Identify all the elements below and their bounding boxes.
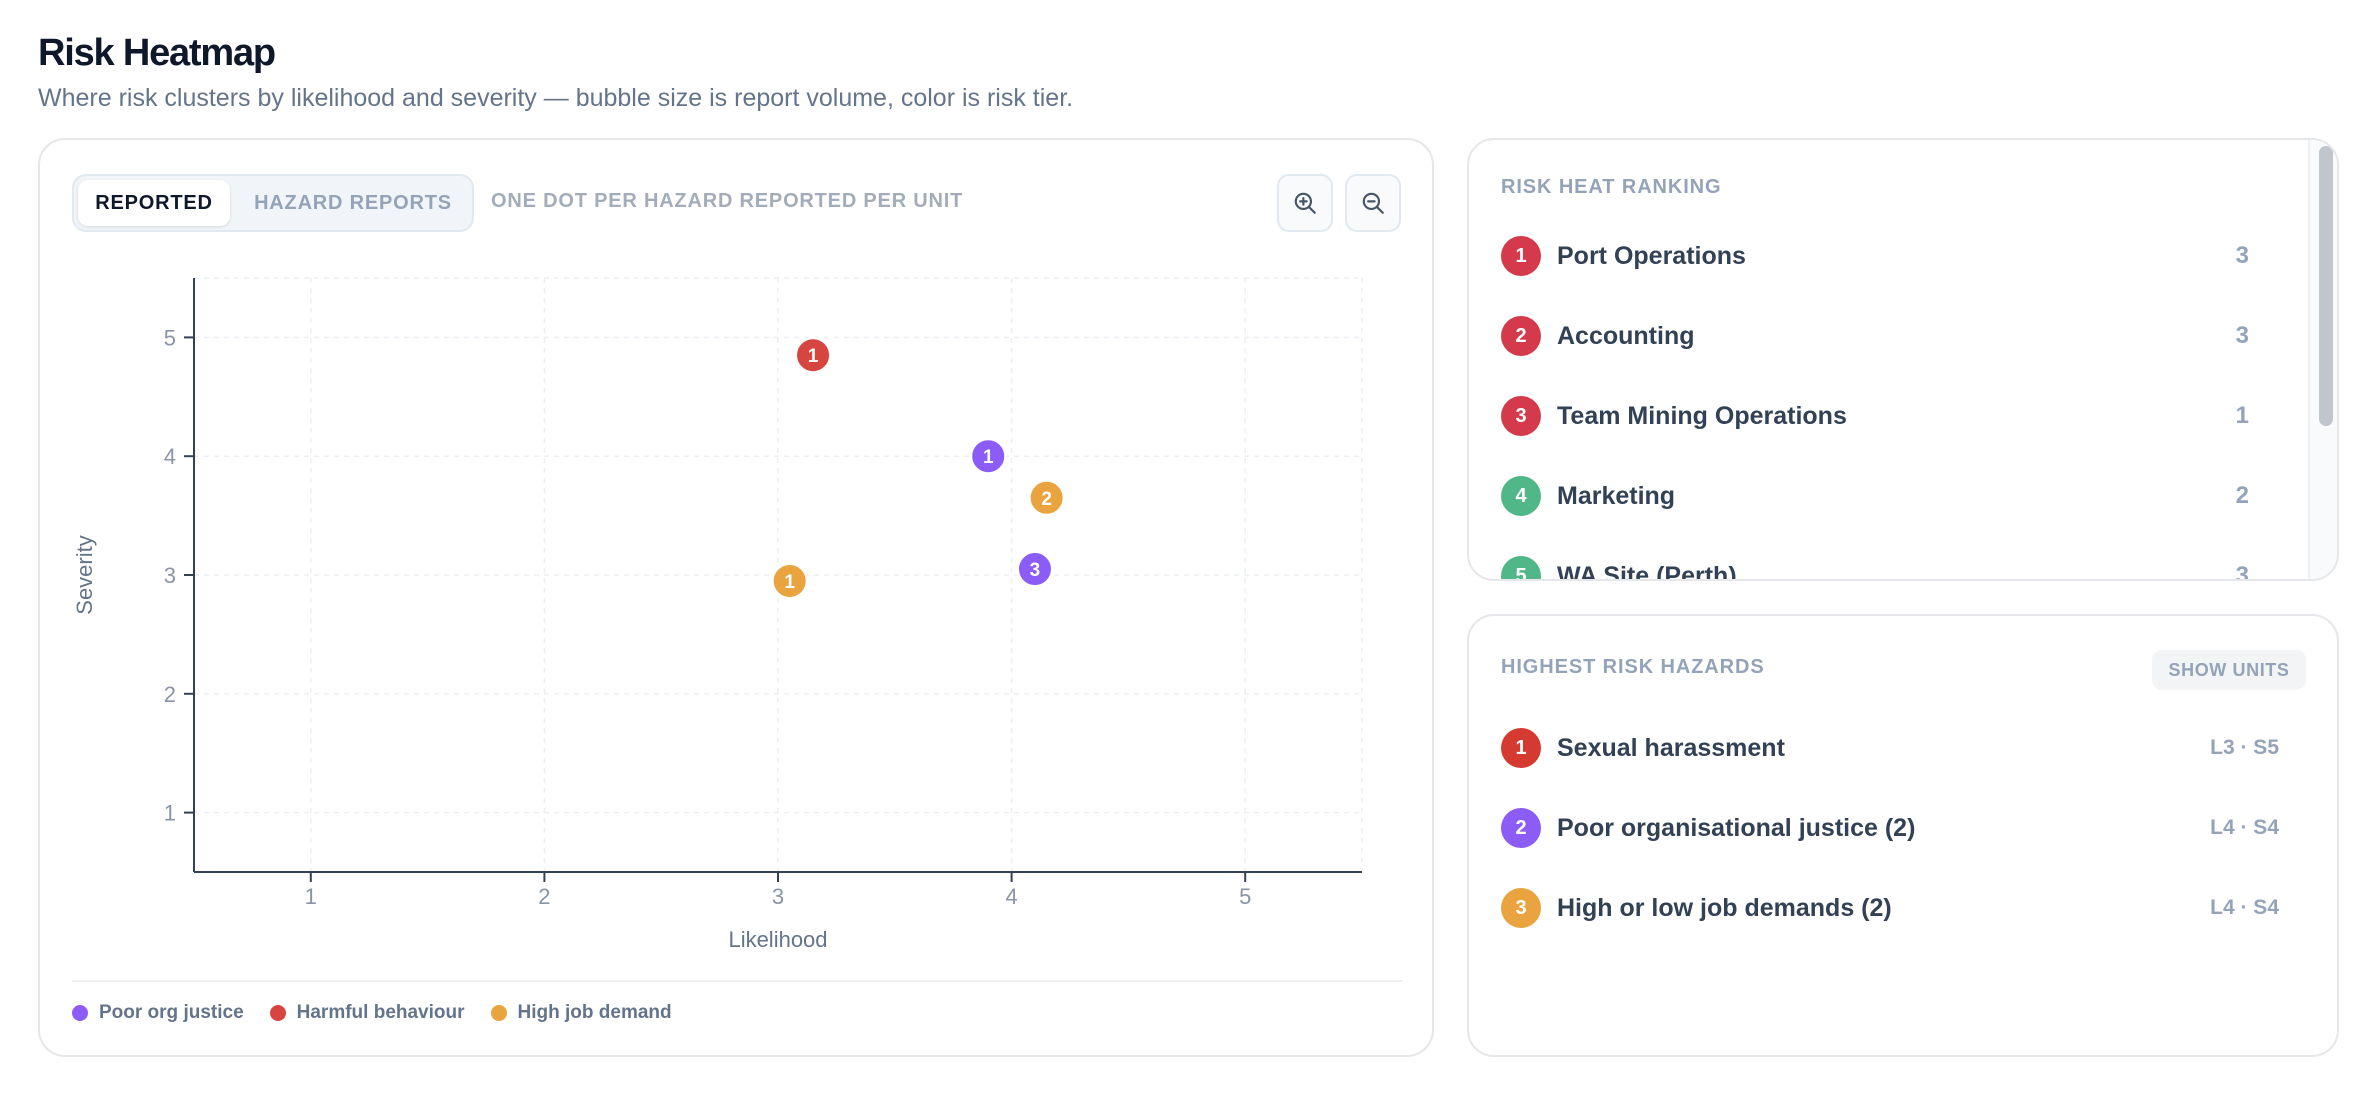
ranking-item[interactable]: 4 Marketing 2 bbox=[1501, 456, 2249, 536]
legend-label: High job demand bbox=[517, 1002, 672, 1023]
tab-hazard-reports[interactable]: HAZARD REPORTS bbox=[254, 192, 452, 214]
zoom-in-icon bbox=[1294, 192, 1316, 214]
x-axis-label: Likelihood bbox=[728, 927, 827, 952]
scatter-chart: 1 2 3 4 5 1 2 3 4 5 Likelihood Severity 1 3 1 2 1 bbox=[72, 277, 1363, 952]
rank-badge: 1 bbox=[1501, 236, 1541, 276]
view-toggle: REPORTED HAZARD REPORTS bbox=[72, 174, 474, 232]
data-point-label: 1 bbox=[808, 346, 819, 367]
data-point-label: 1 bbox=[784, 572, 795, 593]
rank-badge: 2 bbox=[1501, 316, 1541, 356]
y-tick-label: 2 bbox=[164, 682, 176, 707]
hazard-rank-badge: 1 bbox=[1501, 728, 1541, 768]
rank-badge: 3 bbox=[1501, 396, 1541, 436]
show-units-button[interactable]: SHOW UNITS bbox=[2152, 650, 2306, 690]
zoom-out-button[interactable] bbox=[1345, 174, 1401, 232]
ranking-item[interactable]: 1 Port Operations 3 bbox=[1501, 216, 2249, 296]
scrollbar-thumb[interactable] bbox=[2319, 146, 2333, 426]
x-tick-label: 3 bbox=[772, 884, 784, 909]
legend-item-high-job-demand: High job demand bbox=[490, 1002, 672, 1024]
y-tick-label: 4 bbox=[164, 444, 176, 469]
unit-name: Accounting bbox=[1557, 321, 1695, 350]
y-tick-label: 3 bbox=[164, 563, 176, 588]
rank-badge: 5 bbox=[1501, 556, 1541, 579]
page-title: Risk Heatmap bbox=[38, 32, 276, 74]
data-point-label: 1 bbox=[983, 447, 994, 468]
report-count: 1 bbox=[2235, 402, 2249, 429]
unit-name: Port Operations bbox=[1557, 241, 1746, 270]
hazard-score: L4 · S4 bbox=[2210, 896, 2279, 919]
report-count: 2 bbox=[2235, 482, 2249, 509]
data-point-label: 2 bbox=[1041, 489, 1052, 510]
hazard-item[interactable]: 1 Sexual harassment L3 · S5 bbox=[1501, 708, 2279, 788]
hazard-score: L4 · S4 bbox=[2210, 816, 2279, 839]
hazard-name: Sexual harassment bbox=[1557, 733, 1785, 762]
unit-name: Team Mining Operations bbox=[1557, 401, 1847, 430]
legend-dot bbox=[72, 1005, 88, 1021]
y-axis-label: Severity bbox=[72, 535, 97, 614]
rank-badge: 4 bbox=[1501, 476, 1541, 516]
report-count: 3 bbox=[2235, 562, 2249, 581]
x-tick-label: 4 bbox=[1005, 884, 1017, 909]
legend-label: Poor org justice bbox=[99, 1002, 244, 1023]
hazard-score: L3 · S5 bbox=[2210, 736, 2279, 759]
data-point-label: 3 bbox=[1030, 560, 1041, 581]
hazard-item[interactable]: 3 High or low job demands (2) L4 · S4 bbox=[1501, 868, 2279, 948]
page-subtitle: Where risk clusters by likelihood and se… bbox=[38, 84, 1074, 112]
zoom-in-button[interactable] bbox=[1277, 174, 1333, 232]
x-tick-label: 2 bbox=[538, 884, 550, 909]
y-tick-label: 5 bbox=[164, 325, 176, 350]
ranking-item[interactable]: 5 WA Site (Perth) 3 bbox=[1501, 536, 2249, 581]
hazard-rank-badge: 3 bbox=[1501, 888, 1541, 928]
y-tick-label: 1 bbox=[164, 801, 176, 826]
chart-legend: Poor org justice Harmful behaviour High … bbox=[72, 998, 672, 1028]
data-point bbox=[795, 337, 832, 374]
hazards-list: 1 Sexual harassment L3 · S5 2 Poor organ… bbox=[1501, 708, 2279, 948]
data-point bbox=[771, 562, 808, 599]
x-tick-label: 5 bbox=[1239, 884, 1251, 909]
zoom-out-icon bbox=[1362, 192, 1384, 214]
legend-item-harmful-behaviour: Harmful behaviour bbox=[269, 1002, 465, 1024]
hazards-title: HIGHEST RISK HAZARDS bbox=[1501, 656, 1765, 678]
data-point bbox=[1016, 551, 1053, 588]
risk-heat-ranking-card: RISK HEAT RANKING 1 Port Operations 3 2 … bbox=[1467, 138, 2339, 581]
tab-reported[interactable]: REPORTED bbox=[78, 180, 230, 226]
hazard-name: High or low job demands (2) bbox=[1557, 893, 1892, 922]
legend-label: Harmful behaviour bbox=[296, 1002, 465, 1023]
legend-dot bbox=[490, 1005, 507, 1021]
unit-name: Marketing bbox=[1557, 481, 1676, 510]
ranking-item[interactable]: 3 Team Mining Operations 1 bbox=[1501, 376, 2249, 456]
data-point bbox=[1028, 479, 1065, 516]
hazard-rank-badge: 2 bbox=[1501, 808, 1541, 848]
hazard-item[interactable]: 2 Poor organisational justice (2) L4 · S… bbox=[1501, 788, 2279, 868]
report-count: 3 bbox=[2235, 242, 2249, 269]
data-point bbox=[970, 438, 1007, 475]
x-tick-label: 1 bbox=[305, 884, 317, 909]
ranking-list: 1 Port Operations 3 2 Accounting 3 3 Tea… bbox=[1501, 216, 2249, 581]
legend-item-poor-org-justice: Poor org justice bbox=[72, 1002, 244, 1024]
ranking-title: RISK HEAT RANKING bbox=[1501, 176, 1722, 198]
hazard-name: Poor organisational justice (2) bbox=[1557, 813, 1916, 842]
report-count: 3 bbox=[2235, 322, 2249, 349]
ranking-item[interactable]: 2 Accounting 3 bbox=[1501, 296, 2249, 376]
unit-name: WA Site (Perth) bbox=[1557, 561, 1737, 581]
legend-dot bbox=[269, 1005, 286, 1021]
legend-divider bbox=[72, 980, 1403, 982]
heatmap-chart-card: REPORTED HAZARD REPORTS ONE DOT PER HAZA… bbox=[38, 138, 1434, 1057]
highest-risk-hazards-card: HIGHEST RISK HAZARDS SHOW UNITS 1 Sexual… bbox=[1467, 614, 2339, 1057]
chart-caption: ONE DOT PER HAZARD REPORTED PER UNIT bbox=[491, 190, 964, 212]
